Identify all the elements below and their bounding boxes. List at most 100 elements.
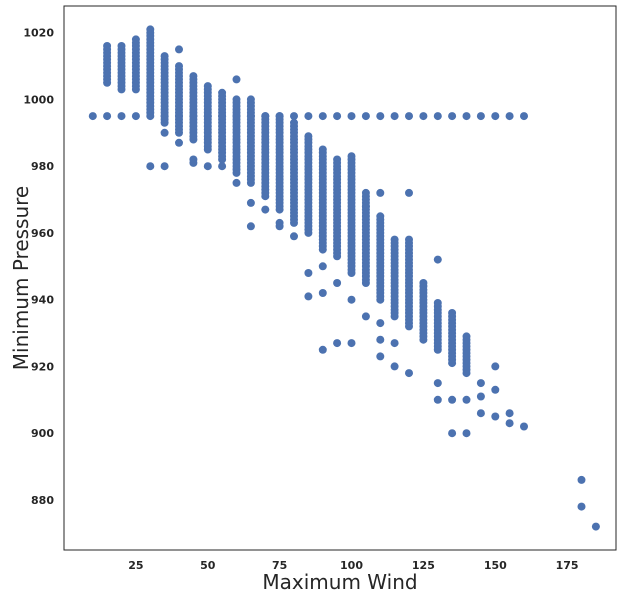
data-point — [361, 312, 370, 321]
data-point — [433, 299, 442, 307]
data-point — [462, 395, 471, 404]
data-point — [232, 112, 241, 121]
data-point — [318, 262, 327, 271]
data-point — [246, 222, 255, 231]
y-tick-label: 900 — [31, 427, 54, 440]
data-point — [318, 112, 327, 121]
data-point — [232, 95, 241, 104]
data-point — [146, 25, 155, 34]
data-point — [491, 385, 500, 394]
data-point — [246, 112, 255, 121]
data-point — [376, 112, 385, 121]
data-point — [491, 412, 500, 421]
x-axis-ticks: 25 50 75 100 125 150 175 — [128, 559, 578, 572]
data-point — [433, 255, 442, 264]
data-point — [433, 379, 442, 388]
data-point — [347, 112, 356, 121]
data-point — [304, 112, 313, 121]
data-point — [304, 269, 313, 277]
data-point — [146, 112, 155, 121]
data-point — [246, 95, 255, 104]
y-axis-label: Minimum Pressure — [9, 186, 33, 370]
data-point — [520, 112, 528, 121]
data-point — [246, 198, 255, 207]
data-point — [290, 232, 298, 241]
data-point — [476, 392, 485, 401]
data-point — [505, 409, 514, 418]
data-point — [448, 112, 457, 121]
data-point — [347, 339, 356, 348]
data-point — [175, 45, 183, 54]
data-point — [433, 112, 442, 121]
x-tick-label: 75 — [272, 559, 287, 572]
data-point — [376, 212, 385, 221]
data-point — [376, 352, 385, 361]
data-point — [203, 162, 212, 171]
data-point — [290, 118, 298, 127]
data-point — [577, 502, 586, 511]
data-point — [433, 395, 442, 404]
data-point — [160, 52, 169, 61]
data-point — [175, 112, 183, 121]
data-point — [376, 188, 385, 197]
data-point — [405, 112, 413, 121]
x-tick-label: 150 — [484, 559, 507, 572]
data-point — [304, 292, 313, 301]
data-point — [520, 422, 528, 431]
y-tick-label: 980 — [31, 160, 54, 173]
y-tick-label: 880 — [31, 494, 54, 507]
data-point — [419, 112, 428, 121]
data-point — [232, 75, 241, 84]
data-point — [577, 475, 586, 484]
data-point — [160, 128, 169, 137]
data-point — [175, 138, 183, 147]
data-point — [232, 178, 241, 187]
data-point — [175, 62, 183, 71]
data-point — [419, 279, 428, 287]
data-point — [390, 112, 399, 121]
y-tick-label: 1020 — [23, 27, 54, 40]
data-point — [462, 112, 471, 121]
data-point — [203, 82, 212, 91]
data-point — [361, 202, 370, 211]
data-point — [347, 295, 356, 304]
data-point — [333, 155, 342, 164]
data-point — [117, 42, 126, 50]
data-point — [491, 112, 500, 121]
data-point — [318, 145, 327, 154]
data-point — [333, 339, 342, 348]
data-point — [390, 362, 399, 371]
y-tick-label: 960 — [31, 227, 54, 240]
data-point — [103, 112, 112, 121]
data-point — [376, 335, 385, 344]
x-axis-label: Maximum Wind — [262, 570, 417, 594]
data-point — [318, 345, 327, 354]
data-point — [448, 395, 457, 404]
data-point — [505, 112, 514, 121]
data-point — [218, 112, 227, 121]
data-point — [189, 112, 198, 121]
data-point — [405, 369, 413, 378]
data-point — [405, 188, 413, 197]
data-point — [333, 279, 342, 287]
data-point — [275, 112, 284, 121]
data-point — [390, 339, 399, 348]
data-point — [476, 112, 485, 121]
y-axis-ticks: 880 900 920 940 960 980 1000 1020 — [23, 27, 54, 507]
x-tick-label: 25 — [128, 559, 143, 572]
data-point — [505, 419, 514, 428]
data-point — [476, 379, 485, 388]
data-point — [390, 235, 399, 244]
plot-frame — [63, 5, 617, 551]
data-point — [347, 152, 356, 161]
data-point — [361, 188, 370, 197]
data-point — [275, 222, 284, 231]
data-point — [591, 522, 600, 531]
data-point — [189, 158, 198, 167]
data-point — [462, 429, 471, 438]
data-point — [361, 112, 370, 121]
data-point — [318, 289, 327, 297]
x-tick-label: 175 — [556, 559, 579, 572]
data-point — [261, 205, 270, 214]
